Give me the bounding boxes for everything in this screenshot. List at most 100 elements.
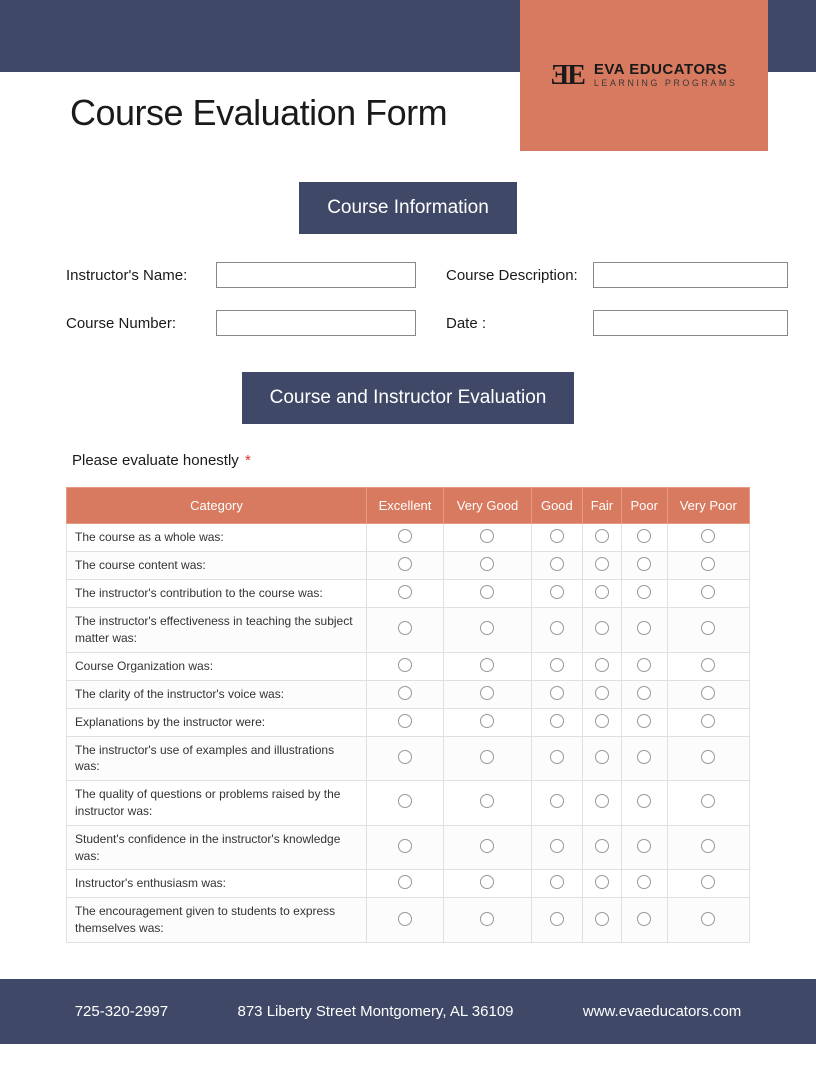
rating-header: Good <box>531 488 582 524</box>
category-cell: Explanations by the instructor were: <box>67 708 367 736</box>
rating-radio[interactable] <box>550 621 564 635</box>
rating-radio[interactable] <box>480 585 494 599</box>
radio-cell <box>622 825 668 870</box>
rating-radio[interactable] <box>550 658 564 672</box>
rating-radio[interactable] <box>701 875 715 889</box>
rating-radio[interactable] <box>398 585 412 599</box>
rating-radio[interactable] <box>637 794 651 808</box>
rating-radio[interactable] <box>398 912 412 926</box>
rating-radio[interactable] <box>480 557 494 571</box>
rating-radio[interactable] <box>550 875 564 889</box>
radio-cell <box>367 552 444 580</box>
date-input[interactable] <box>593 310 788 336</box>
rating-radio[interactable] <box>398 658 412 672</box>
rating-radio[interactable] <box>480 714 494 728</box>
rating-radio[interactable] <box>550 714 564 728</box>
rating-radio[interactable] <box>398 686 412 700</box>
radio-cell <box>667 552 750 580</box>
rating-radio[interactable] <box>550 839 564 853</box>
radio-cell <box>667 608 750 653</box>
rating-radio[interactable] <box>550 686 564 700</box>
radio-cell <box>582 608 621 653</box>
rating-radio[interactable] <box>480 686 494 700</box>
rating-radio[interactable] <box>480 839 494 853</box>
rating-radio[interactable] <box>701 658 715 672</box>
table-row: The instructor's effectiveness in teachi… <box>67 608 750 653</box>
rating-radio[interactable] <box>595 794 609 808</box>
rating-radio[interactable] <box>398 529 412 543</box>
rating-radio[interactable] <box>595 912 609 926</box>
rating-radio[interactable] <box>550 794 564 808</box>
rating-radio[interactable] <box>701 529 715 543</box>
rating-radio[interactable] <box>398 621 412 635</box>
rating-radio[interactable] <box>595 585 609 599</box>
rating-radio[interactable] <box>398 875 412 889</box>
rating-radio[interactable] <box>637 529 651 543</box>
course-description-input[interactable] <box>593 262 788 288</box>
table-row: The encouragement given to students to e… <box>67 898 750 943</box>
rating-radio[interactable] <box>637 839 651 853</box>
rating-radio[interactable] <box>398 794 412 808</box>
rating-radio[interactable] <box>595 621 609 635</box>
rating-radio[interactable] <box>701 794 715 808</box>
rating-radio[interactable] <box>398 557 412 571</box>
rating-radio[interactable] <box>701 621 715 635</box>
rating-radio[interactable] <box>701 714 715 728</box>
radio-cell <box>444 736 532 781</box>
rating-radio[interactable] <box>398 839 412 853</box>
rating-radio[interactable] <box>637 621 651 635</box>
rating-radio[interactable] <box>701 686 715 700</box>
rating-radio[interactable] <box>595 714 609 728</box>
rating-radio[interactable] <box>398 714 412 728</box>
rating-header: Fair <box>582 488 621 524</box>
radio-cell <box>531 825 582 870</box>
rating-radio[interactable] <box>701 585 715 599</box>
rating-radio[interactable] <box>480 794 494 808</box>
rating-radio[interactable] <box>480 912 494 926</box>
rating-radio[interactable] <box>701 750 715 764</box>
rating-radio[interactable] <box>595 839 609 853</box>
rating-radio[interactable] <box>550 557 564 571</box>
rating-radio[interactable] <box>595 750 609 764</box>
rating-radio[interactable] <box>480 658 494 672</box>
radio-cell <box>667 825 750 870</box>
rating-radio[interactable] <box>550 912 564 926</box>
rating-radio[interactable] <box>480 621 494 635</box>
rating-radio[interactable] <box>595 686 609 700</box>
rating-radio[interactable] <box>595 658 609 672</box>
course-number-input[interactable] <box>216 310 416 336</box>
radio-cell <box>667 870 750 898</box>
rating-radio[interactable] <box>637 585 651 599</box>
rating-radio[interactable] <box>637 658 651 672</box>
radio-cell <box>582 870 621 898</box>
rating-radio[interactable] <box>637 557 651 571</box>
rating-radio[interactable] <box>637 750 651 764</box>
radio-cell <box>367 652 444 680</box>
instructor-name-input[interactable] <box>216 262 416 288</box>
rating-radio[interactable] <box>701 557 715 571</box>
radio-cell <box>582 736 621 781</box>
rating-radio[interactable] <box>550 750 564 764</box>
rating-radio[interactable] <box>701 839 715 853</box>
rating-radio[interactable] <box>550 585 564 599</box>
rating-radio[interactable] <box>398 750 412 764</box>
rating-radio[interactable] <box>637 912 651 926</box>
rating-radio[interactable] <box>480 875 494 889</box>
rating-radio[interactable] <box>637 714 651 728</box>
footer: 725-320-2997 873 Liberty Street Montgome… <box>0 979 816 1044</box>
rating-radio[interactable] <box>595 875 609 889</box>
category-cell: The clarity of the instructor's voice wa… <box>67 680 367 708</box>
category-cell: The course content was: <box>67 552 367 580</box>
radio-cell <box>531 652 582 680</box>
logo-title: EVA EDUCATORS <box>594 62 738 79</box>
rating-radio[interactable] <box>595 529 609 543</box>
radio-cell <box>444 680 532 708</box>
table-row: Explanations by the instructor were: <box>67 708 750 736</box>
rating-radio[interactable] <box>701 912 715 926</box>
rating-radio[interactable] <box>637 686 651 700</box>
rating-radio[interactable] <box>550 529 564 543</box>
rating-radio[interactable] <box>595 557 609 571</box>
rating-radio[interactable] <box>637 875 651 889</box>
rating-radio[interactable] <box>480 750 494 764</box>
rating-radio[interactable] <box>480 529 494 543</box>
